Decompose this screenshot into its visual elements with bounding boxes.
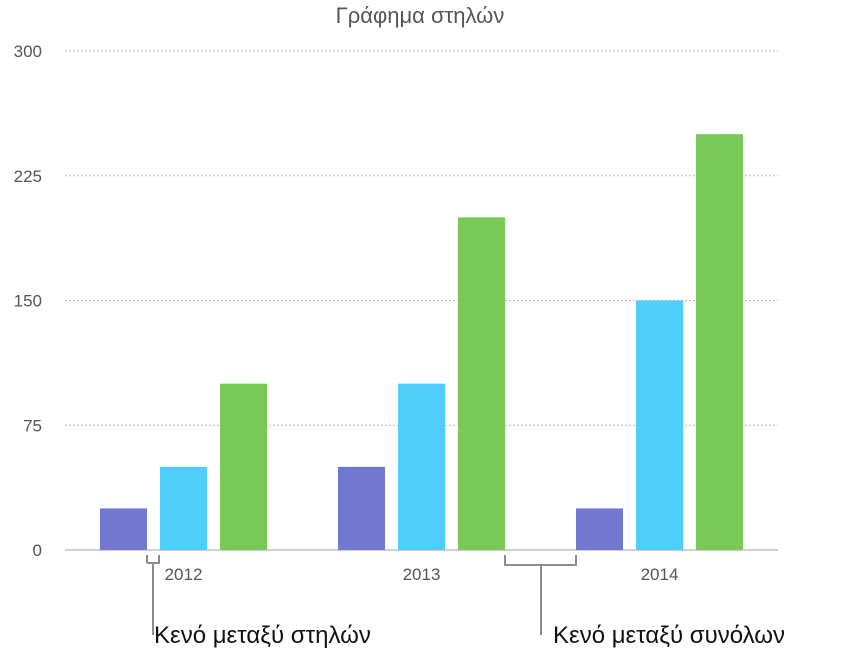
bar-2012-2 xyxy=(160,466,207,550)
chart-title: Γράφημα στηλών xyxy=(336,3,505,28)
y-tick-label: 225 xyxy=(14,167,42,186)
bar-2013-1 xyxy=(338,466,385,550)
bar-2012-1 xyxy=(100,508,147,550)
group-gap-annotation: Κενό μεταξύ συνόλων xyxy=(553,622,785,649)
group-gap-bracket xyxy=(504,555,577,635)
y-tick-label: 300 xyxy=(14,42,42,61)
x-tick-label: 2013 xyxy=(403,565,441,584)
bar-2013-3 xyxy=(458,217,505,551)
x-tick-label: 2012 xyxy=(165,565,203,584)
bar-2014-1 xyxy=(576,508,623,550)
y-tick-label: 75 xyxy=(23,416,42,435)
x-axis-ticks: 2012 2013 2014 xyxy=(165,565,679,584)
y-tick-label: 150 xyxy=(14,292,42,311)
bar-gap-annotation: Κενό μεταξύ στηλών xyxy=(154,622,371,649)
bar-2014-2 xyxy=(636,300,683,550)
bar-2013-2 xyxy=(398,383,445,550)
x-tick-label: 2014 xyxy=(641,565,679,584)
bar-2012-3 xyxy=(220,383,267,550)
y-tick-label: 0 xyxy=(33,541,42,560)
y-axis-ticks: 0 75 150 225 300 xyxy=(14,42,42,560)
bar-gap-bracket xyxy=(146,555,160,635)
bar-2014-3 xyxy=(696,134,743,550)
bars xyxy=(100,134,743,551)
